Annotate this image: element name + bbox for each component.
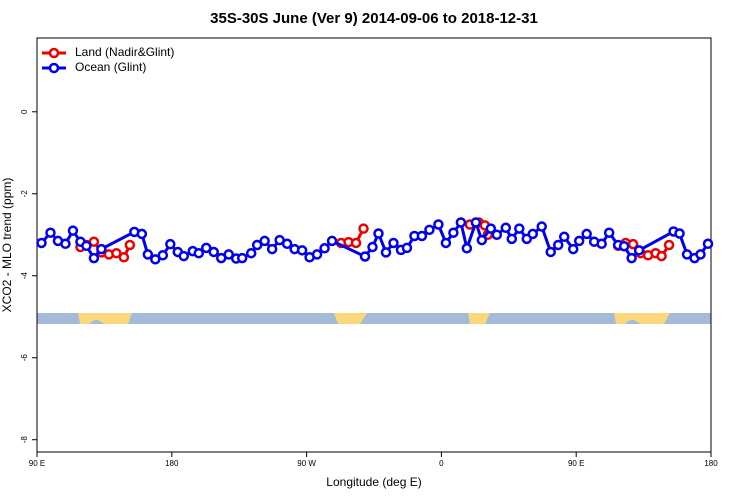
y-tick-label: -2 [20, 190, 29, 198]
point [581, 228, 592, 240]
point [440, 237, 452, 249]
point [380, 247, 392, 258]
point [448, 227, 459, 238]
point [558, 231, 570, 243]
x-tick-label: 90 W [297, 459, 316, 468]
point [281, 238, 293, 250]
point [461, 243, 473, 254]
point [500, 222, 512, 234]
point [88, 252, 100, 264]
y-tick-label: -8 [20, 436, 29, 444]
point [88, 236, 100, 247]
point [178, 250, 190, 262]
point [124, 239, 136, 251]
point [567, 243, 579, 255]
point [200, 242, 212, 254]
point [165, 238, 176, 250]
x-tick-label: 90 E [568, 459, 584, 468]
y-tick-label: 0 [20, 109, 29, 114]
legend-marker [48, 47, 60, 59]
point [157, 249, 169, 261]
point [527, 228, 539, 240]
point [476, 234, 488, 246]
point [433, 219, 444, 230]
point [552, 239, 564, 251]
point [626, 252, 637, 264]
y-tick-label: -4 [20, 272, 29, 280]
point [96, 243, 107, 255]
land-strip [78, 313, 132, 324]
point [236, 252, 248, 264]
point [536, 221, 548, 232]
point [36, 237, 47, 249]
point [367, 241, 378, 253]
point [627, 238, 639, 250]
point [596, 238, 607, 250]
point [296, 245, 308, 256]
x-tick-label: 0 [439, 459, 444, 468]
point [208, 246, 219, 258]
point [401, 242, 413, 254]
point [245, 247, 257, 259]
point [573, 235, 585, 247]
point [702, 238, 714, 250]
point [326, 235, 338, 247]
point [223, 249, 234, 260]
point [111, 247, 122, 259]
point [674, 228, 685, 239]
point [618, 240, 630, 252]
point [319, 243, 330, 254]
point [506, 233, 518, 245]
land-strip [334, 313, 367, 324]
map-strip [37, 313, 711, 324]
point [311, 249, 323, 260]
x-axis-label: Longitude (deg E) [326, 475, 421, 489]
point [266, 243, 278, 255]
point [656, 250, 667, 262]
land-strip [614, 313, 670, 324]
point [491, 229, 503, 241]
point [545, 246, 556, 258]
point [60, 238, 71, 250]
point [81, 240, 92, 252]
point [455, 217, 467, 228]
point [424, 224, 435, 236]
chart-title: 35S-30S June (Ver 9) 2014-09-06 to 2018-… [210, 10, 538, 27]
point [193, 247, 205, 259]
point [663, 239, 675, 251]
point [485, 223, 497, 234]
point [359, 251, 371, 262]
point [470, 217, 482, 228]
y-axis-label: XCO2 - MLO trend (ppm) [0, 178, 14, 313]
point [45, 227, 56, 238]
point [150, 254, 161, 265]
legend-marker [48, 62, 60, 74]
point [388, 237, 399, 249]
ocean-strip [37, 313, 711, 324]
y-tick-label: -6 [20, 354, 29, 362]
point [142, 249, 154, 260]
point [136, 228, 148, 240]
point [695, 249, 706, 260]
legend-label: Land (Nadir&Glint) [75, 45, 174, 59]
point [416, 230, 428, 242]
point [633, 245, 645, 256]
land-strip [468, 313, 490, 324]
point [350, 237, 362, 249]
x-tick-label: 180 [704, 459, 718, 468]
point [373, 228, 384, 239]
x-tick-label: 90 E [29, 459, 45, 468]
point [118, 252, 130, 263]
point [514, 223, 525, 234]
point [67, 225, 79, 236]
point [603, 227, 615, 238]
point [259, 235, 270, 247]
x-tick-label: 180 [165, 459, 179, 468]
point [358, 223, 369, 234]
point [251, 239, 263, 251]
legend-label: Ocean (Glint) [75, 60, 146, 74]
